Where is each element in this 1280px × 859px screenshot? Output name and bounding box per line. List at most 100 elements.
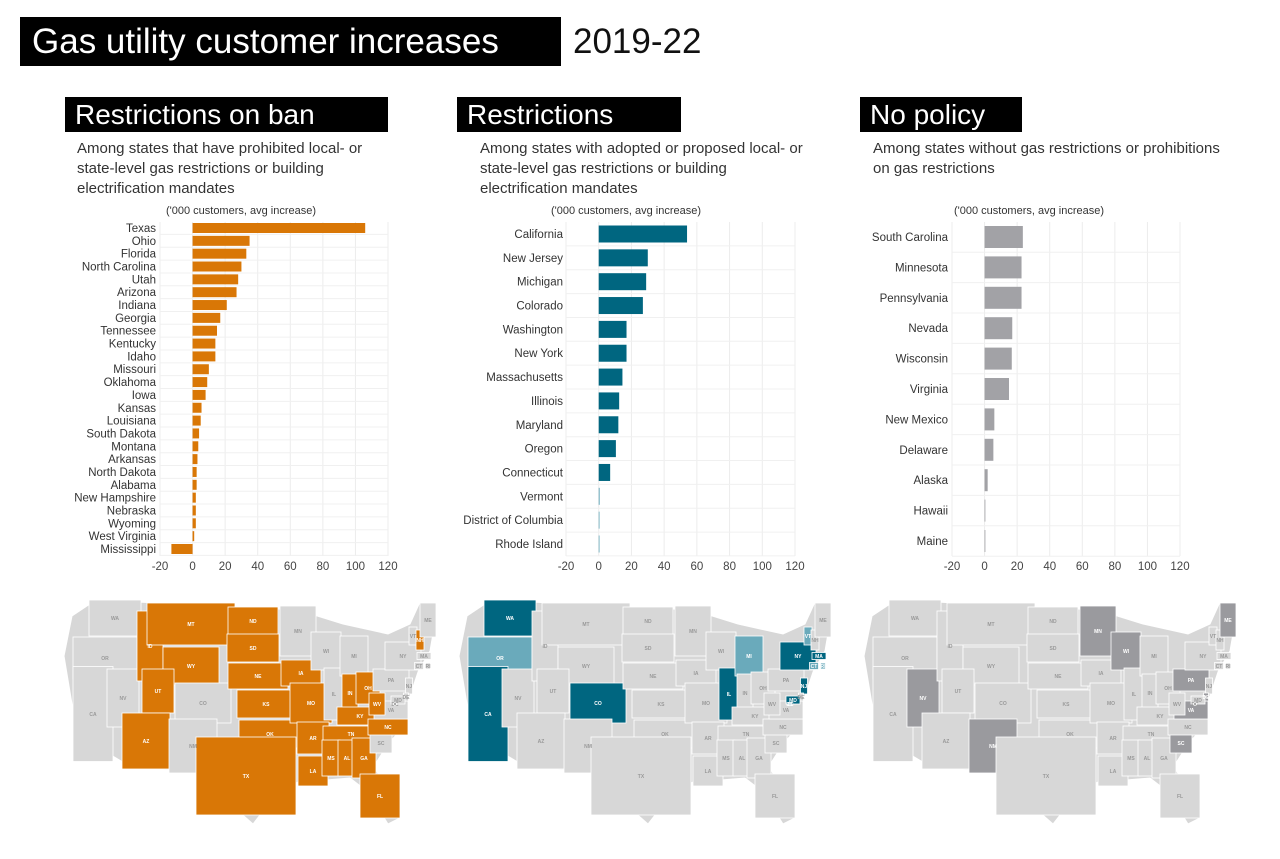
- x-tick-label: 80: [723, 561, 736, 573]
- state-label: KS: [658, 702, 666, 708]
- category-label: Indiana: [118, 300, 156, 312]
- state-me: [814, 602, 832, 638]
- state-nj: [405, 677, 413, 695]
- state-label: NC: [1184, 725, 1192, 731]
- state-label: OH: [364, 686, 372, 692]
- state-fl: [1159, 773, 1201, 819]
- category-label: Rhode Island: [495, 539, 563, 551]
- category-label: Massachusetts: [486, 372, 563, 384]
- state-label: SD: [1050, 646, 1057, 652]
- state-label: MD: [394, 698, 402, 704]
- subtitle-line: Among states that have prohibited local-…: [77, 140, 363, 157]
- state-label: NJ: [1206, 684, 1213, 690]
- state-label: NH: [1216, 638, 1224, 644]
- state-label: WI: [1123, 649, 1130, 655]
- state-az: [921, 712, 971, 770]
- state-label: DE: [403, 695, 411, 701]
- state-label: WA: [506, 616, 514, 622]
- state-ks: [631, 689, 691, 719]
- x-tick-label: 40: [658, 561, 671, 573]
- state-label: OK: [266, 732, 274, 738]
- state-label: CA: [889, 712, 897, 718]
- state-label: SC: [773, 741, 780, 747]
- panel-title-ban: Restrictions on ban: [65, 97, 388, 132]
- bar-kentucky: [192, 338, 216, 349]
- bar-hawaii: [984, 499, 986, 522]
- state-label: DE: [798, 695, 806, 701]
- bar-virginia: [984, 378, 1009, 400]
- state-label: IN: [743, 691, 748, 697]
- bar-new-mexico: [984, 408, 995, 431]
- state-label: NY: [1200, 654, 1208, 660]
- category-label: Illinois: [531, 396, 563, 408]
- state-label: NV: [120, 696, 128, 702]
- state-tx: [590, 736, 692, 816]
- state-label: MO: [307, 701, 315, 707]
- state-label: ME: [819, 618, 827, 624]
- state-wi: [1110, 631, 1142, 671]
- bar-washington: [598, 320, 627, 338]
- bar-wyoming: [192, 518, 196, 529]
- category-label: Vermont: [520, 491, 564, 503]
- category-label: Arizona: [117, 287, 157, 299]
- state-md: [1190, 695, 1206, 705]
- state-label: VA: [783, 708, 790, 714]
- state-label: CO: [594, 701, 602, 707]
- bar-kansas: [192, 402, 202, 413]
- category-label: Wisconsin: [896, 354, 948, 366]
- state-label: ID: [148, 644, 153, 650]
- category-label: Michigan: [517, 277, 563, 289]
- category-label: Missouri: [113, 364, 156, 376]
- state-label: OK: [1066, 732, 1074, 738]
- category-label: Alaska: [913, 475, 948, 487]
- state-ca: [72, 666, 114, 762]
- state-md: [785, 695, 801, 705]
- state-label: CT: [416, 664, 423, 670]
- state-mi: [339, 635, 369, 677]
- x-tick-label: 100: [1138, 561, 1157, 573]
- state-label: SD: [250, 646, 257, 652]
- category-label: Oregon: [525, 444, 563, 456]
- state-ks: [1036, 689, 1096, 719]
- bar-texas: [192, 223, 366, 233]
- state-label: NE: [255, 674, 263, 680]
- title-years: 2019-22: [573, 22, 702, 61]
- category-label: Hawaii: [913, 506, 948, 518]
- state-label: DC: [786, 702, 794, 708]
- state-label: VT: [1210, 634, 1216, 640]
- bar-montana: [192, 441, 199, 452]
- bar-vermont: [598, 487, 600, 505]
- subtitle-line: electrification mandates: [77, 180, 235, 197]
- bar-oregon: [598, 440, 616, 458]
- state-label: WA: [911, 616, 919, 622]
- state-label: TX: [1043, 774, 1050, 780]
- bar-colorado: [598, 297, 643, 315]
- category-label: Louisiana: [107, 416, 157, 428]
- state-label: AZ: [143, 739, 150, 745]
- state-label: LA: [310, 769, 317, 775]
- state-label: WV: [768, 702, 777, 708]
- bar-new-hampshire: [192, 492, 196, 503]
- subtitle-line: state-level gas restrictions or building: [77, 160, 324, 177]
- bar-nevada: [984, 317, 1013, 340]
- bar-connecticut: [598, 463, 611, 481]
- state-label: IA: [299, 671, 304, 677]
- bar-west-virginia: [192, 531, 195, 542]
- bar-arkansas: [192, 454, 198, 465]
- bar-nebraska: [192, 505, 196, 516]
- bar-california: [598, 225, 688, 243]
- state-label: NY: [400, 654, 408, 660]
- x-tick-label: 80: [316, 561, 329, 573]
- state-ne: [622, 662, 684, 690]
- panel-title-no-policy: No policy: [860, 97, 1022, 132]
- bar-tennessee: [192, 325, 217, 336]
- state-ma: [1216, 652, 1232, 660]
- state-tx: [195, 736, 297, 816]
- state-label: WA: [111, 616, 119, 622]
- category-label: Maryland: [516, 420, 563, 432]
- x-tick-label: 40: [251, 561, 264, 573]
- state-label: AZ: [538, 739, 545, 745]
- category-label: Montana: [111, 441, 156, 453]
- state-label: NV: [515, 696, 523, 702]
